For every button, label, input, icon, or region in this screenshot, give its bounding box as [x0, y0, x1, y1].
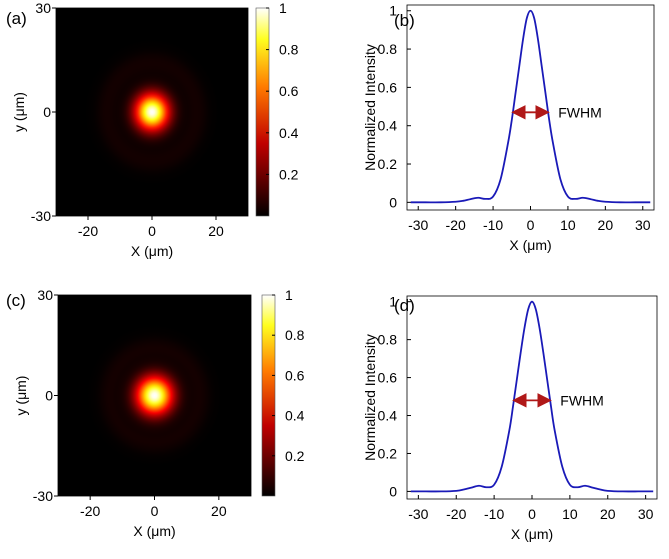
colorbar-tick-label: 1	[285, 287, 293, 303]
x-tick-label: 20	[598, 217, 614, 233]
colorbar-tick-label: 0.6	[285, 367, 305, 383]
panel-label-b: (b)	[394, 11, 415, 30]
y-tick-label: 0	[389, 194, 397, 210]
y-tick-label: 30	[35, 0, 51, 16]
colorbar-tick-label: 0.2	[285, 448, 305, 464]
plot-frame	[406, 295, 658, 500]
x-tick-label: -20	[80, 503, 100, 519]
x-tick-label: 30	[638, 506, 654, 522]
x-tick-label: 10	[562, 506, 578, 522]
x-tick-label: 0	[528, 506, 536, 522]
y-axis-label: y (μm)	[11, 92, 27, 132]
colorbar	[261, 294, 276, 497]
y-tick-label: 0	[43, 104, 51, 120]
colorbar	[255, 7, 270, 217]
panel-label-d: (d)	[394, 296, 415, 315]
panel-c: (c) -20 0 20 30 0 -30 X (μm) y (μm) 1 0.8 0.6 0.4 0.2	[6, 287, 305, 539]
x-tick-label: 30	[635, 217, 651, 233]
series-line	[410, 9, 651, 204]
y-tick-label: 30	[37, 287, 53, 303]
x-axis-label: X (μm)	[133, 523, 175, 539]
plot-frame	[406, 4, 655, 211]
x-tick-label: -10	[484, 506, 504, 522]
y-tick-label: 0.8	[378, 41, 398, 57]
y-tick-label: 1	[389, 294, 397, 310]
panel-b: (b) -30 -20 -10 0 10 20 30 0 0.2 0.4 0.6 0.8 1 X (μm) N…	[362, 3, 655, 253]
y-axis-label: Normalized Intensity	[362, 44, 378, 171]
y-axis-label: Normalized Intensity	[362, 334, 378, 461]
heatmap-image	[56, 8, 248, 216]
x-tick-label: 20	[600, 506, 616, 522]
y-tick-label: 0	[389, 483, 397, 499]
x-tick-label: 0	[151, 503, 159, 519]
panel-d: (d) -30 -20 -10 0 10 20 30 0 0.2 0.4 0.6 0.8 1 X (μm) N…	[362, 294, 658, 542]
x-tick-label: 10	[560, 217, 576, 233]
colorbar-tick-label: 0.8	[285, 327, 305, 343]
panel-label-a: (a)	[6, 9, 27, 28]
fwhm-label: FWHM	[558, 104, 602, 120]
y-tick-label: 0.6	[378, 79, 398, 95]
colorbar-tick-label: 0.6	[279, 83, 299, 99]
x-tick-label: -30	[408, 217, 428, 233]
panel-label-c: (c)	[6, 291, 26, 310]
y-tick-label: 0.8	[378, 332, 398, 348]
y-tick-label: 0.2	[378, 156, 398, 172]
x-tick-label: -20	[446, 506, 466, 522]
fwhm-label: FWHM	[560, 392, 604, 408]
colorbar-tick-label: 0.8	[279, 42, 299, 58]
colorbar-tick-label: 0.4	[285, 408, 305, 424]
y-tick-label: 0.2	[378, 445, 398, 461]
x-tick-label: -20	[446, 217, 466, 233]
x-axis-label: X (μm)	[511, 526, 553, 542]
y-tick-label: 0.4	[378, 118, 398, 134]
x-tick-label: 0	[148, 223, 156, 239]
x-tick-label: -20	[78, 223, 98, 239]
panel-a: (a) -20 0 20 30 0 -30 X (μm) y (μm) 1 0.8 0.6 0.4 0.2	[6, 0, 299, 259]
x-axis-label: X (μm)	[131, 243, 173, 259]
colorbar-tick-label: 0.4	[279, 125, 299, 141]
y-tick-label: -30	[31, 208, 51, 224]
y-tick-label: -30	[33, 488, 53, 504]
y-tick-label: 0.4	[378, 408, 398, 424]
colorbar-tick-label: 0.2	[279, 166, 299, 182]
y-tick-label: 1	[389, 3, 397, 19]
y-tick-label: 0	[45, 388, 53, 404]
x-tick-label: -10	[483, 217, 503, 233]
x-tick-label: -30	[408, 506, 428, 522]
x-tick-label: 20	[208, 223, 224, 239]
y-axis-label: y (μm)	[13, 376, 29, 416]
y-tick-label: 0.6	[378, 370, 398, 386]
x-tick-label: 0	[527, 217, 535, 233]
x-axis-label: X (μm)	[509, 237, 551, 253]
heatmap-image	[58, 295, 251, 496]
x-tick-label: 20	[211, 503, 227, 519]
series-line	[410, 300, 654, 493]
colorbar-tick-label: 1	[279, 0, 287, 16]
